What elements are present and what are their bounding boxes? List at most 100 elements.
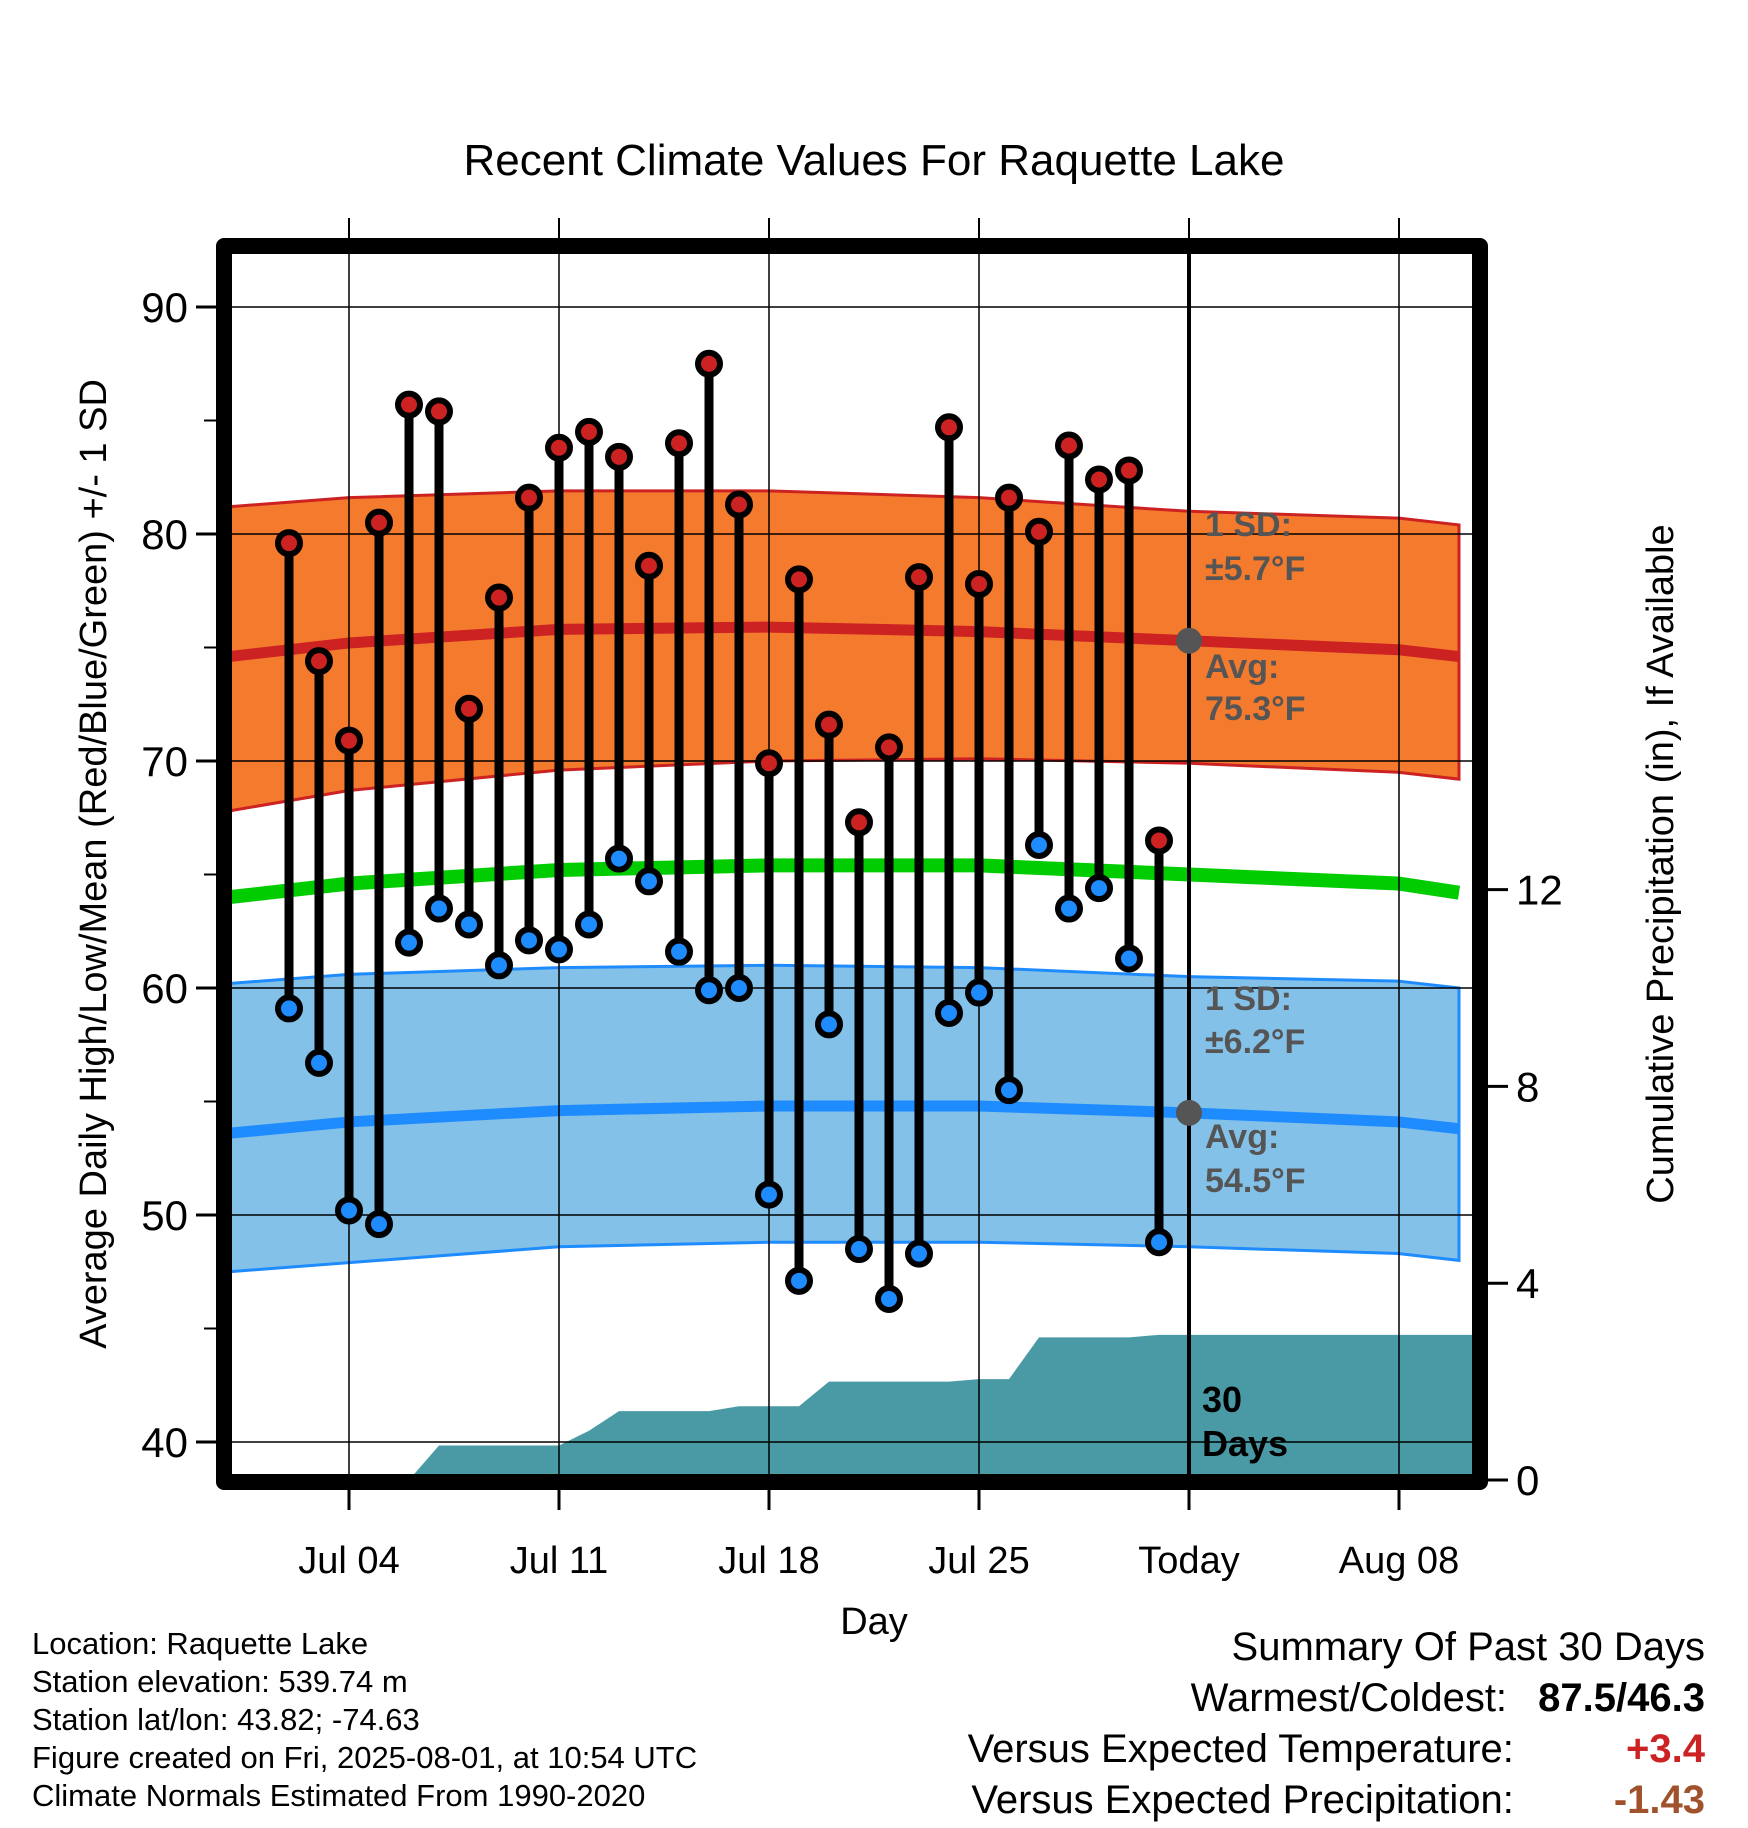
low-point <box>695 976 723 1005</box>
x-tick-label: Aug 08 <box>1339 1540 1459 1582</box>
low-point <box>875 1284 903 1313</box>
low-point <box>335 1196 363 1225</box>
x-tick-label: Jul 04 <box>298 1540 399 1582</box>
low-point <box>665 937 693 966</box>
y-axis-label: Average Daily High/Low/Mean (Red/Blue/Gr… <box>73 379 115 1349</box>
high-point <box>665 429 693 458</box>
latlon-text: Station lat/lon: 43.82; -74.63 <box>32 1702 420 1737</box>
low-point <box>605 844 633 873</box>
high-point <box>515 483 543 512</box>
high-point <box>545 433 573 462</box>
high-sd-label: 1 SD: <box>1205 506 1292 544</box>
mean-line <box>228 858 1461 905</box>
y-tick-label: 80 <box>141 511 188 558</box>
days-label-text: Days <box>1202 1423 1288 1464</box>
high-avg-line <box>228 621 1460 663</box>
low-point <box>725 974 753 1002</box>
low-sd-value: ±6.2°F <box>1205 1023 1305 1061</box>
low-point <box>935 998 963 1027</box>
low-avg-value: 54.5°F <box>1205 1162 1306 1200</box>
summary-title: Summary Of Past 30 Days <box>1231 1625 1705 1669</box>
warm-cold-row: Warmest/Coldest: 87.5/46.3 <box>968 1673 1705 1724</box>
low-point <box>845 1235 873 1264</box>
low-point <box>455 910 483 939</box>
y-tick-label: 90 <box>141 284 188 331</box>
high-point <box>1055 431 1083 460</box>
high-point <box>605 442 633 471</box>
high-point <box>455 694 483 723</box>
temp-value: +3.4 <box>1626 1727 1705 1771</box>
low-point <box>1055 894 1083 923</box>
high-sd-band <box>227 489 1461 813</box>
high-point <box>995 483 1023 512</box>
low-point <box>305 1048 333 1077</box>
temp-row: Versus Expected Temperature: +3.4 <box>968 1724 1705 1775</box>
high-point <box>425 397 453 426</box>
x-axis-label: Day <box>840 1601 908 1643</box>
normals-text: Climate Normals Estimated From 1990-2020 <box>32 1778 646 1813</box>
today-low-avg-marker <box>1176 1099 1202 1126</box>
high-point <box>335 726 363 755</box>
y2-axis-label: Cumulative Precipitation (in), If Availa… <box>1640 524 1682 1203</box>
x-tick-label: Jul 18 <box>718 1540 819 1582</box>
low-point <box>395 928 423 957</box>
low-avg-line <box>228 1100 1460 1139</box>
high-point <box>1025 517 1053 546</box>
chart-title: Recent Climate Values For Raquette Lake <box>464 136 1285 185</box>
elevation-text: Station elevation: 539.74 m <box>32 1664 408 1699</box>
x-tick-label: Jul 25 <box>928 1540 1029 1582</box>
low-point <box>575 910 603 939</box>
high-point <box>485 583 513 612</box>
precip-value: -1.43 <box>1613 1778 1705 1822</box>
location-text: Location: Raquette Lake <box>32 1626 369 1661</box>
high-point <box>875 733 903 762</box>
plot-clip-group: 1 SD: ±5.7°F Avg: 75.3°F 1 SD: ±6.2°F Avg: 54.5… <box>224 246 1480 1482</box>
high-point <box>845 808 873 837</box>
low-sd-label: 1 SD: <box>1205 980 1292 1018</box>
high-avg-label: Avg: <box>1205 648 1279 686</box>
low-point <box>785 1266 813 1295</box>
high-point <box>365 508 393 537</box>
low-point <box>425 894 453 923</box>
high-point <box>305 647 333 676</box>
low-point <box>1145 1228 1173 1257</box>
y-tick-label: 60 <box>141 965 188 1012</box>
today-high-avg-marker <box>1176 627 1202 654</box>
low-point <box>995 1076 1023 1105</box>
y2-tick-label: 4 <box>1516 1260 1539 1307</box>
low-point <box>515 926 543 955</box>
plot-frame <box>216 238 1488 1490</box>
high-point <box>755 749 783 778</box>
y-tick-label: 50 <box>141 1192 188 1239</box>
created-text: Figure created on Fri, 2025-08-01, at 10… <box>32 1740 698 1775</box>
high-point <box>695 349 723 378</box>
low-point <box>485 951 513 980</box>
low-point <box>1025 830 1053 859</box>
high-point <box>785 565 813 594</box>
low-point <box>365 1210 393 1239</box>
low-point <box>815 1010 843 1039</box>
low-point <box>1115 944 1143 973</box>
precip-area <box>409 1334 1480 1480</box>
days-label-number: 30 <box>1202 1379 1242 1420</box>
precip-label: Versus Expected Precipitation: <box>971 1778 1514 1822</box>
y2-tick-label: 8 <box>1516 1063 1539 1110</box>
high-point <box>965 569 993 598</box>
x-tick-label: Today <box>1138 1540 1239 1582</box>
x-tick-label: Jul 11 <box>510 1540 609 1582</box>
high-point <box>1145 826 1173 855</box>
low-point <box>965 978 993 1007</box>
high-point <box>905 563 933 592</box>
warm-cold-label: Warmest/Coldest: <box>1190 1676 1508 1720</box>
y-tick-label: 40 <box>141 1419 188 1466</box>
high-avg-value: 75.3°F <box>1205 690 1306 728</box>
high-point <box>1085 465 1113 494</box>
high-sd-value: ±5.7°F <box>1205 550 1305 588</box>
high-point <box>395 390 423 419</box>
low-point <box>905 1239 933 1268</box>
low-point <box>635 867 663 896</box>
high-point <box>275 529 303 558</box>
high-point <box>725 490 753 519</box>
low-point <box>1085 874 1113 903</box>
